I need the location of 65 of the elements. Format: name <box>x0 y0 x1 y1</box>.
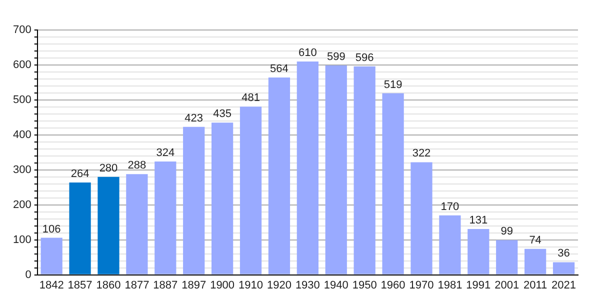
x-tick-label: 1887 <box>153 279 178 292</box>
x-tick-label: 1981 <box>438 279 462 292</box>
bar <box>212 122 234 274</box>
bar <box>240 106 262 274</box>
x-tick-label: 1960 <box>380 279 406 292</box>
data-label: 324 <box>156 147 175 160</box>
data-label: 599 <box>326 50 346 63</box>
data-label: 519 <box>384 78 402 91</box>
data-label: 131 <box>469 214 488 227</box>
x-tick-label: 1860 <box>96 279 121 292</box>
x-tick-label: 1910 <box>238 279 264 292</box>
x-tick-label: 1900 <box>210 279 235 292</box>
bar <box>268 78 290 274</box>
x-tick-label: 1897 <box>182 279 206 292</box>
x-tick-label: 2011 <box>523 279 548 292</box>
data-label: 99 <box>500 226 513 238</box>
x-tick-label: 1842 <box>39 279 64 292</box>
y-tick-label: 700 <box>12 24 32 36</box>
data-label: 610 <box>298 47 317 60</box>
bar <box>154 161 176 274</box>
data-label: 564 <box>270 63 288 76</box>
data-label: 481 <box>242 92 260 104</box>
bar <box>524 248 546 274</box>
y-tick-label: 200 <box>12 198 32 211</box>
x-tick-label: 1970 <box>409 279 434 292</box>
data-label: 106 <box>42 223 61 236</box>
y-tick-label: 600 <box>12 59 32 72</box>
x-tick-label: 1991 <box>466 279 491 292</box>
bar <box>183 126 205 274</box>
data-label: 423 <box>184 112 204 124</box>
bar <box>69 182 91 274</box>
y-tick-label: 500 <box>12 94 32 106</box>
data-label: 288 <box>128 160 146 172</box>
bar <box>325 65 347 274</box>
bar <box>468 228 490 274</box>
bar <box>40 238 62 274</box>
data-label: 36 <box>558 248 570 260</box>
bar <box>354 66 376 274</box>
bar <box>552 262 575 274</box>
x-tick-label: 1877 <box>124 279 150 292</box>
y-tick-label: 100 <box>12 234 32 246</box>
y-tick-label: 400 <box>12 128 32 141</box>
x-tick-label: 1857 <box>68 279 92 292</box>
x-tick-label: 1930 <box>295 279 320 292</box>
bar <box>439 215 461 274</box>
y-tick-label: 0 <box>25 268 32 281</box>
x-tick-label: 1920 <box>266 279 292 292</box>
data-label: 322 <box>412 148 431 160</box>
x-tick-label: 2021 <box>552 279 576 292</box>
data-label: 264 <box>70 168 90 180</box>
bar <box>98 176 120 274</box>
data-label: 435 <box>213 108 232 120</box>
y-tick-label: 300 <box>12 164 32 176</box>
x-tick-label: 1940 <box>324 279 348 292</box>
bar <box>410 162 432 274</box>
bar <box>126 174 148 274</box>
data-label: 596 <box>355 52 374 64</box>
data-label: 280 <box>99 162 118 174</box>
data-label: 74 <box>529 234 542 246</box>
x-tick-label: 2001 <box>494 279 520 292</box>
x-tick-label: 1950 <box>352 279 377 292</box>
bar <box>296 61 318 274</box>
bar <box>496 240 518 274</box>
data-label: 170 <box>440 200 460 213</box>
bar <box>382 93 404 274</box>
